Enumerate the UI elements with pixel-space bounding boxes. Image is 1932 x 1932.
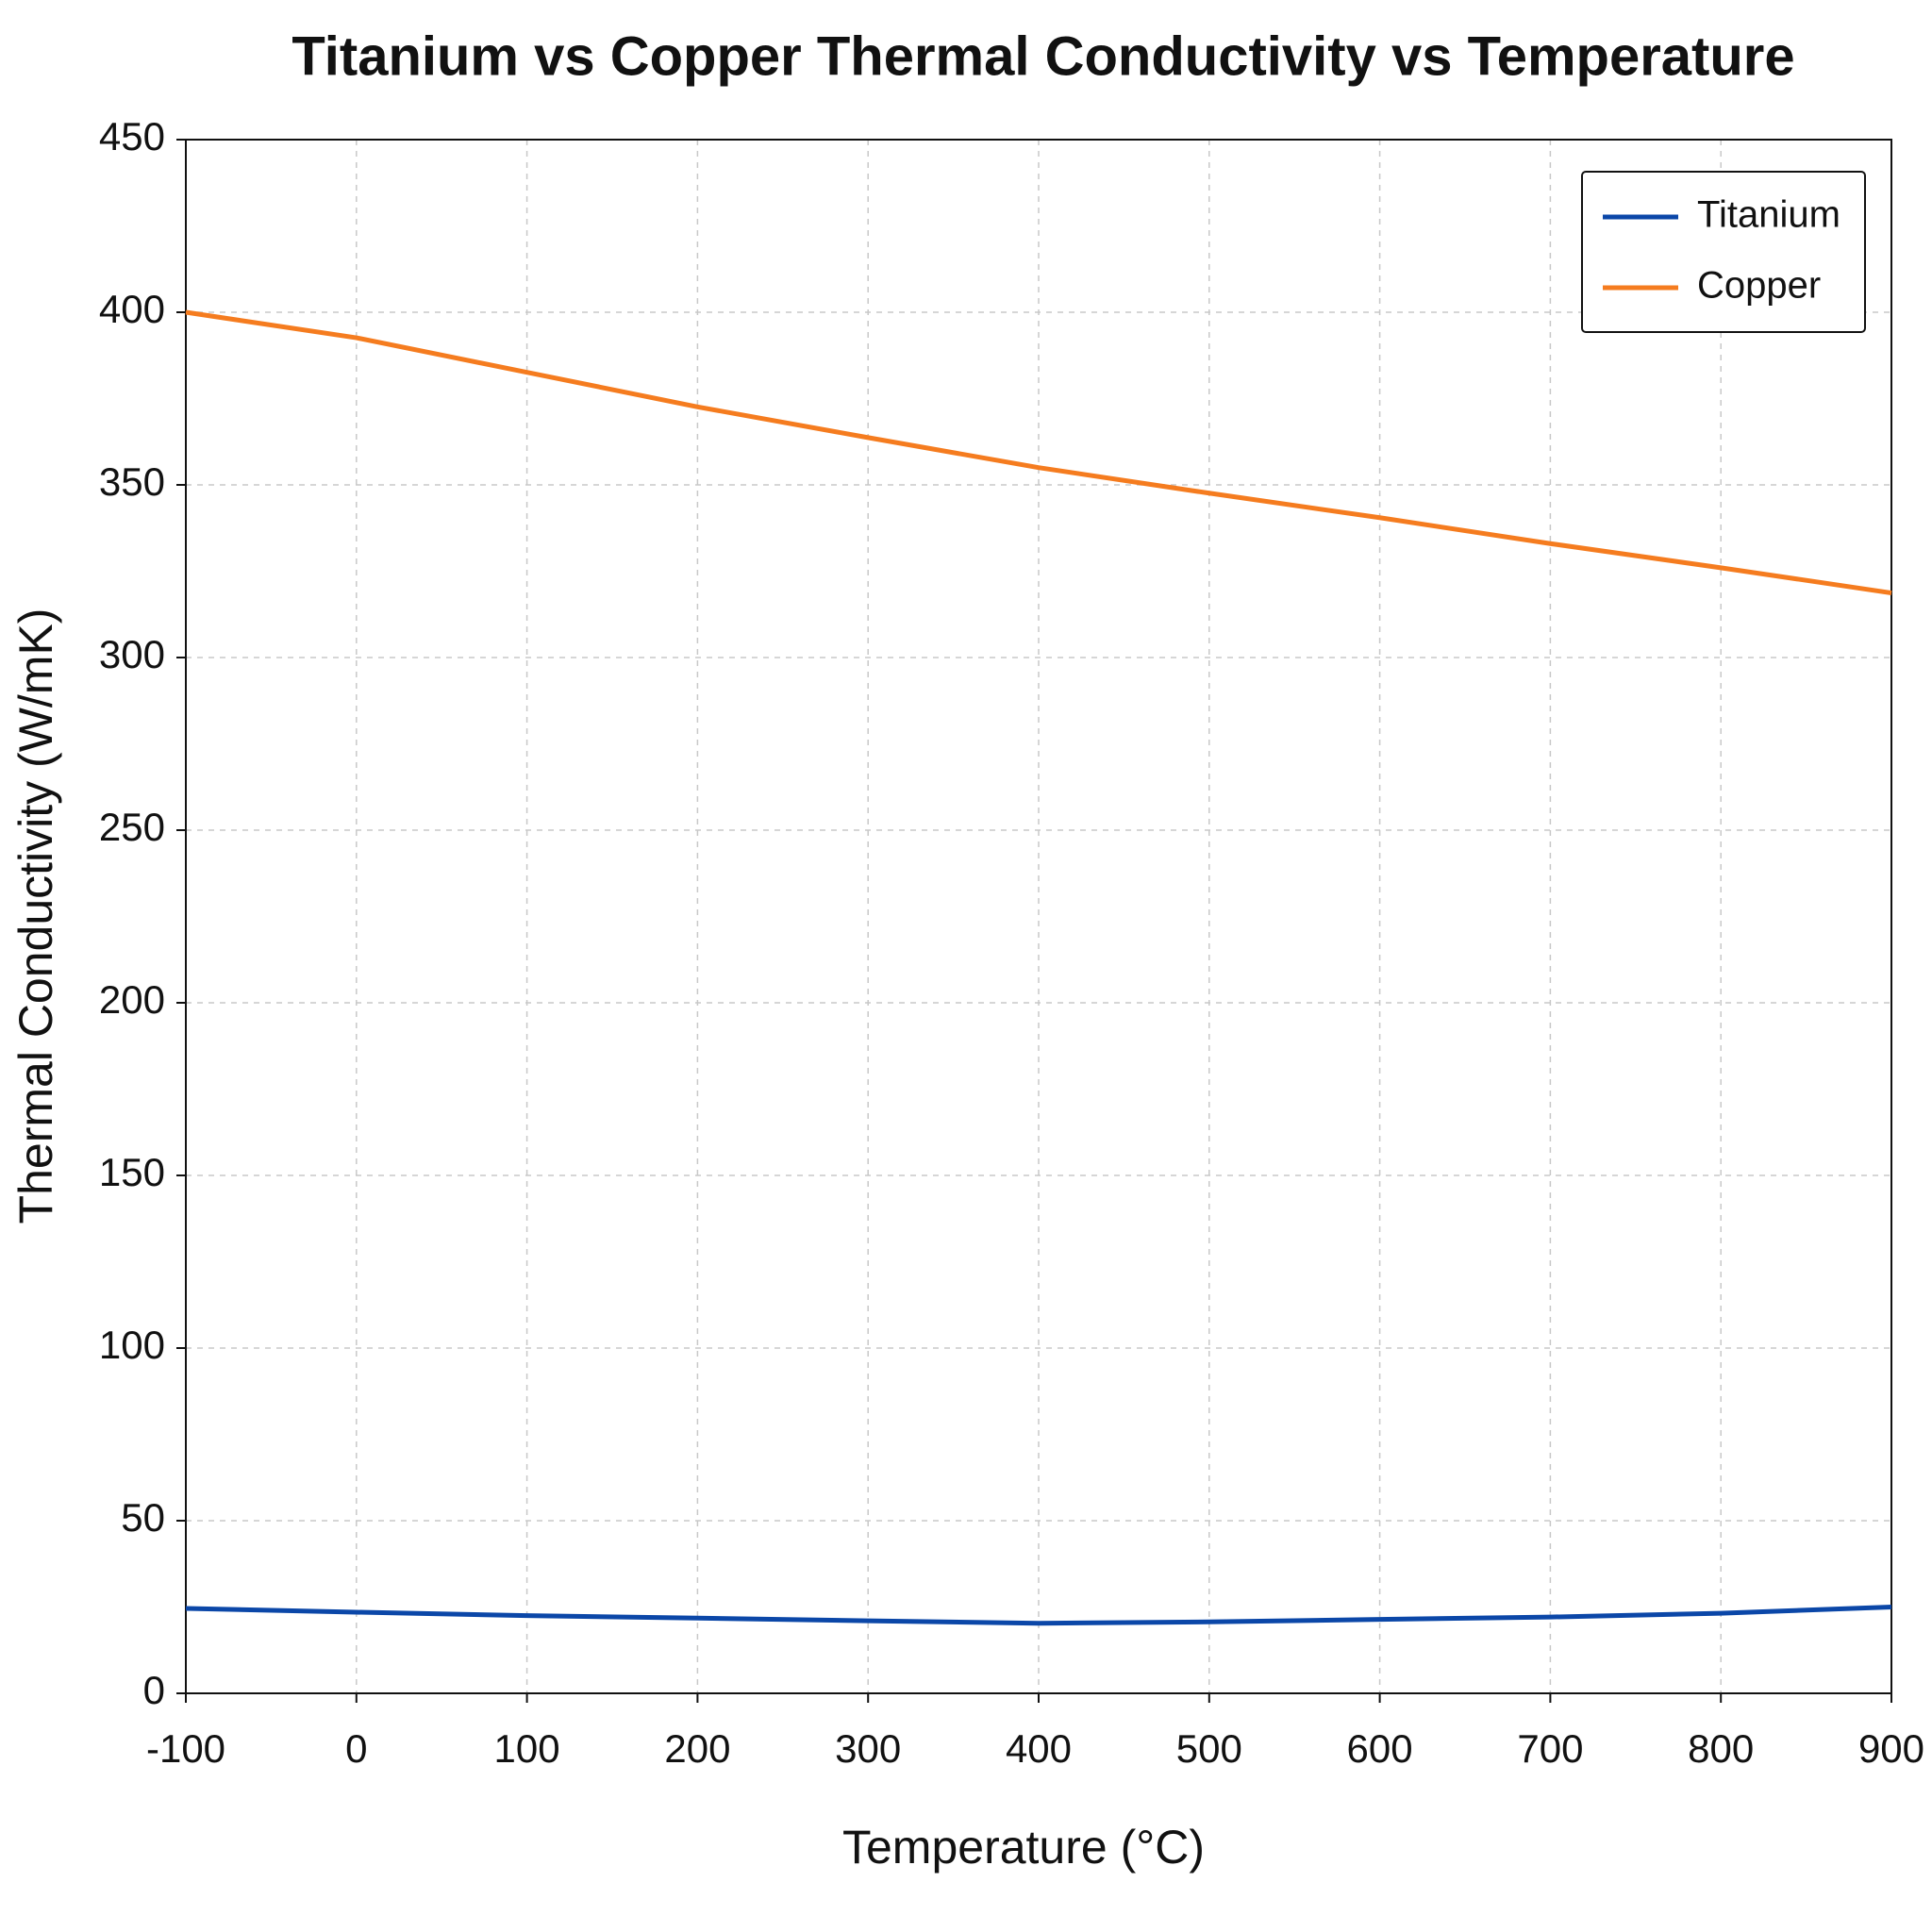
- y-tick-label: 200: [99, 977, 165, 1022]
- x-tick-label: 800: [1688, 1726, 1754, 1771]
- x-tick-label: 500: [1176, 1726, 1242, 1771]
- y-tick-label: 450: [99, 114, 165, 158]
- y-tick-label: 300: [99, 632, 165, 676]
- x-tick-label: 300: [835, 1726, 901, 1771]
- x-tick-label: 700: [1517, 1726, 1583, 1771]
- y-tick-label: 0: [143, 1668, 165, 1712]
- x-tick-label: 900: [1858, 1726, 1924, 1771]
- x-tick-label: 600: [1347, 1726, 1413, 1771]
- y-tick-label: 400: [99, 287, 165, 331]
- y-axis-label: Thermal Conductivity (W/mK): [9, 608, 62, 1224]
- y-tick-label: 50: [121, 1495, 165, 1540]
- y-tick-label: 350: [99, 459, 165, 504]
- x-tick-label: 0: [345, 1726, 367, 1771]
- y-tick-label: 100: [99, 1323, 165, 1367]
- legend-box: [1581, 171, 1866, 333]
- line-series: [185, 309, 1892, 596]
- line-series: [185, 1605, 1892, 1626]
- y-tick-label: 150: [99, 1150, 165, 1194]
- x-tick-label: 400: [1006, 1726, 1072, 1771]
- legend-label: Titanium: [1697, 194, 1840, 236]
- x-tick-label: -100: [146, 1726, 225, 1771]
- y-tick-label: 250: [99, 805, 165, 849]
- legend-label: Copper: [1697, 265, 1821, 307]
- plot-frame: [185, 139, 1892, 1694]
- x-tick-label: 100: [494, 1726, 560, 1771]
- x-tick-label: 200: [664, 1726, 730, 1771]
- x-axis-label: Temperature (°C): [842, 1821, 1205, 1874]
- chart-title: Titanium vs Copper Thermal Conductivity …: [291, 25, 1794, 87]
